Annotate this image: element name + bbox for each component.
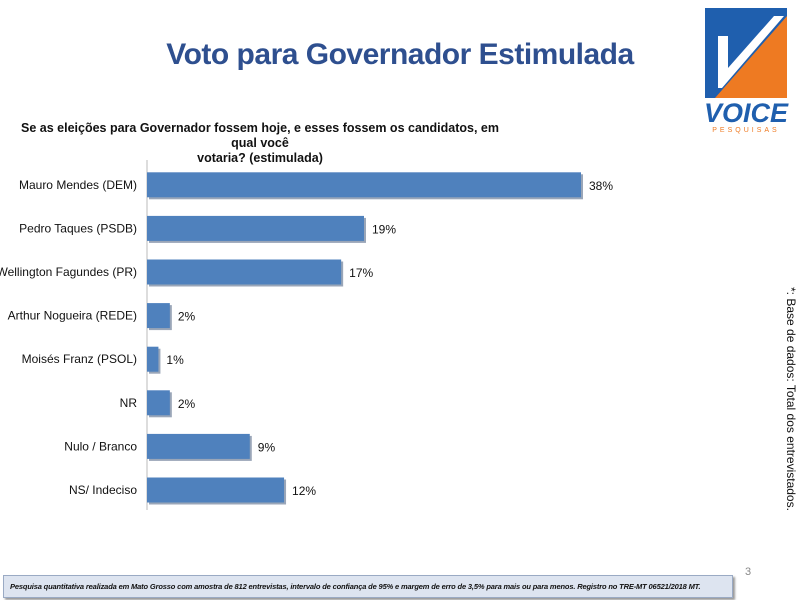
svg-text:VOICE: VOICE — [704, 98, 789, 128]
data-label: 1% — [166, 353, 184, 367]
svg-text:PESQUISAS: PESQUISAS — [712, 127, 779, 134]
category-label: Pedro Taques (PSDB) — [19, 221, 137, 235]
category-label: Nulo / Branco — [64, 439, 137, 453]
chart-title: Se as eleições para Governador fossem ho… — [10, 121, 510, 166]
data-label: 9% — [258, 440, 276, 454]
page-number: 3 — [745, 566, 752, 578]
voice-logo: VOICE PESQUISAS — [704, 8, 789, 134]
category-label: NS/ Indeciso — [69, 483, 137, 497]
data-label: 12% — [292, 484, 316, 498]
data-label: 2% — [178, 397, 196, 411]
bar — [147, 172, 581, 198]
data-label: 2% — [178, 310, 196, 324]
data-label: 19% — [372, 222, 396, 236]
page-title: Voto para Governador Estimulada — [166, 38, 634, 71]
bar — [147, 390, 170, 416]
bar — [147, 346, 159, 372]
bar — [147, 477, 285, 503]
chart-title-line-1: Se as eleições para Governador fossem ho… — [21, 121, 499, 150]
chart-title-line-2: votaria? (estimulada) — [197, 151, 323, 165]
bar — [147, 259, 342, 285]
category-label: NR — [120, 396, 138, 410]
category-label: Wellington Fagundes (PR) — [0, 265, 137, 279]
bar-chart: Mauro Mendes (DEM) 38% Pedro Taques (PSDB)… — [0, 160, 613, 510]
side-note: *: Base de dados: Total dos entrevistado… — [784, 287, 798, 511]
category-label: Mauro Mendes (DEM) — [19, 178, 137, 192]
bar — [147, 303, 170, 329]
bar — [147, 433, 250, 459]
data-label: 17% — [349, 266, 373, 280]
footer-note: Pesquisa quantitativa realizada em Mato … — [3, 575, 733, 598]
bar — [147, 215, 364, 241]
category-label: Moisés Franz (PSOL) — [22, 352, 137, 366]
data-label: 38% — [589, 179, 613, 193]
category-label: Arthur Nogueira (REDE) — [8, 309, 137, 323]
